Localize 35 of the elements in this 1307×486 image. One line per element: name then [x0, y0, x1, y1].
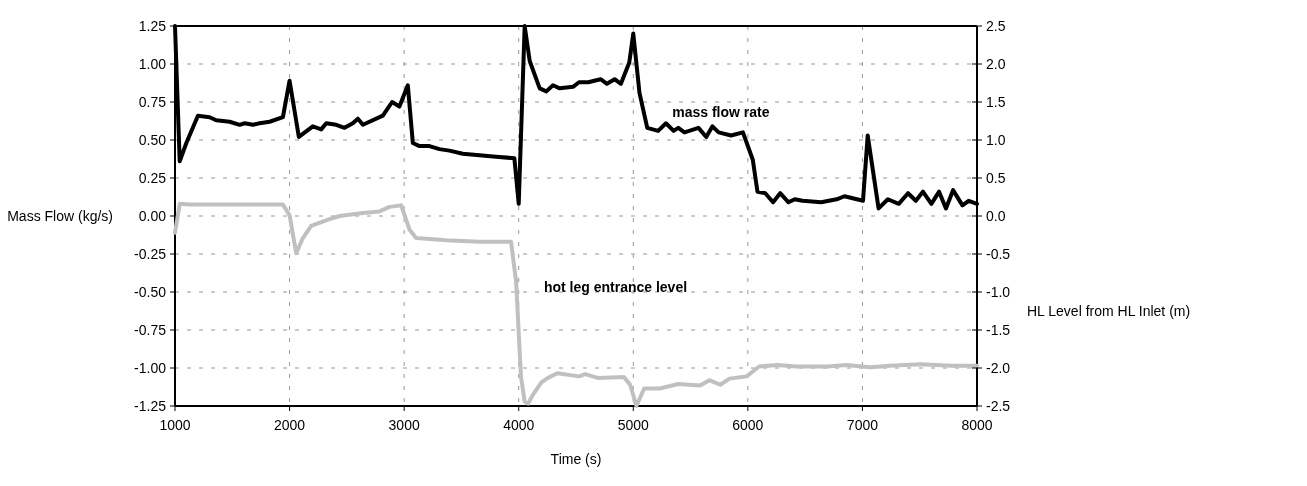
x-tick-label: 6000 — [732, 417, 764, 433]
y2-tick-label: 1.5 — [986, 94, 1006, 110]
x-tick-label: 8000 — [961, 417, 993, 433]
y2-tick-label: -0.5 — [986, 246, 1011, 262]
y2-tick-label: 1.0 — [986, 132, 1006, 148]
x-tick-label: 7000 — [846, 417, 879, 433]
y2-tick-label: 2.0 — [986, 56, 1006, 72]
y2-tick-label: -1.0 — [986, 284, 1011, 300]
y-tick-label: -0.75 — [134, 322, 167, 338]
series-label: mass flow rate — [672, 104, 770, 121]
x-tick-label: 2000 — [273, 417, 306, 433]
y2-tick-label: 0.0 — [986, 208, 1006, 224]
x-axis-title: Time (s) — [550, 451, 602, 467]
y-tick-label: -1.00 — [134, 360, 167, 376]
y-tick-label: 0.50 — [138, 132, 167, 148]
y-tick-label: -1.25 — [134, 398, 167, 414]
x-tick-label: 5000 — [617, 417, 650, 433]
y2-tick-label: 2.5 — [986, 18, 1006, 34]
y-tick-label: -0.50 — [134, 284, 167, 300]
y-tick-label: -0.25 — [134, 246, 167, 262]
y-tick-label: 1.00 — [138, 56, 167, 72]
y2-tick-label: -1.5 — [986, 322, 1011, 338]
y-tick-label: 0.75 — [138, 94, 167, 110]
y2-tick-label: -2.0 — [986, 360, 1011, 376]
y-tick-label: 1.25 — [138, 18, 167, 34]
x-tick-label: 3000 — [388, 417, 420, 433]
x-tick-label: 1000 — [159, 417, 191, 433]
y2-axis-title: HL Level from HL Inlet (m) — [1027, 303, 1191, 319]
y-tick-label: 0.00 — [138, 208, 167, 224]
y-tick-label: 0.25 — [138, 170, 167, 186]
y2-tick-label: 0.5 — [986, 170, 1006, 186]
y-axis-title: Mass Flow (kg/s) — [7, 208, 113, 224]
series-label: hot leg entrance level — [543, 279, 688, 295]
x-tick-label: 4000 — [503, 417, 535, 433]
y2-tick-label: -2.5 — [986, 398, 1011, 414]
